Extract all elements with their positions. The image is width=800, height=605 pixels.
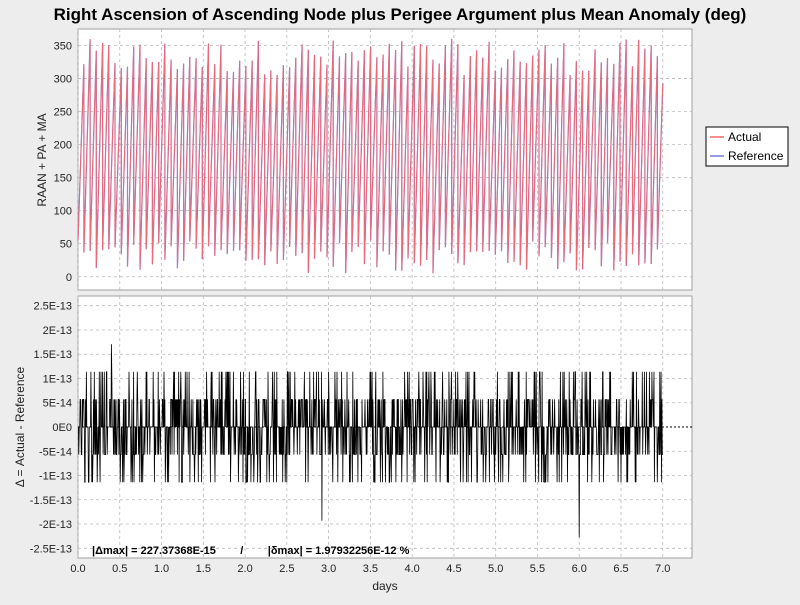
x-tick-label: 6.5 (613, 563, 628, 575)
top-plot-area (77, 28, 693, 291)
x-tick-label: 5.0 (488, 563, 503, 575)
chart-title: Right Ascension of Ascending Node plus P… (54, 5, 747, 24)
legend-box (705, 126, 789, 167)
max-delta-annotation: |Δmax| = 227.37368E-15 / |δmax| = 1.9793… (92, 545, 410, 557)
bottom-y-ticks: -2.5E-13 -2E-13 -1.5E-13 -1E-13 -5E-14 0E0 5E-… (30, 301, 72, 556)
x-tick-label: 2.5 (279, 563, 294, 575)
bottom-y-tick-label: 0E0 (52, 422, 72, 434)
top-y-tick-label: 350 (54, 41, 72, 53)
bottom-y-axis-label: Δ = Actual - Reference (13, 366, 27, 487)
top-series (77, 38, 664, 274)
actual-series-line (77, 38, 664, 274)
bottom-y-tick-label: -2.5E-13 (30, 543, 72, 555)
bottom-y-tick-label: 1.5E-13 (33, 349, 72, 361)
x-tick-label: 0.5 (112, 563, 127, 575)
x-tick-label: 3.5 (363, 563, 378, 575)
bottom-y-tick-label: -2E-13 (39, 519, 72, 531)
bottom-y-tick-label: -1E-13 (39, 471, 72, 483)
x-tick-label: 2.0 (237, 563, 252, 575)
x-tick-label: 5.5 (530, 563, 545, 575)
top-y-ticks: 0 50 100 150 200 250 300 350 (54, 41, 72, 284)
top-y-tick-label: 0 (66, 272, 72, 284)
bottom-y-tick-label: -5E-14 (39, 446, 72, 458)
x-tick-label: 3.0 (321, 563, 336, 575)
top-y-tick-label: 200 (54, 140, 72, 152)
x-tick-label: 4.0 (405, 563, 420, 575)
x-ticks: 0.0 0.5 1.0 1.5 2.0 2.5 3.0 3.5 4.0 4.5 5.0 5.5 6.0 6… (70, 563, 670, 575)
bottom-y-tick-label: -1.5E-13 (30, 495, 72, 507)
x-tick-label: 1.5 (196, 563, 211, 575)
x-axis-label: days (372, 579, 397, 593)
top-y-tick-label: 250 (54, 107, 72, 119)
bottom-series (78, 344, 692, 538)
x-tick-label: 4.5 (446, 563, 461, 575)
bottom-y-tick-label: 2E-13 (43, 325, 72, 337)
bottom-y-tick-label: 5E-14 (43, 398, 72, 410)
legend: Actual Reference (705, 126, 789, 167)
bottom-y-tick-label: 1E-13 (43, 373, 72, 385)
x-tick-label: 7.0 (655, 563, 670, 575)
legend-reference-label: Reference (728, 149, 784, 163)
legend-actual-label: Actual (728, 130, 761, 144)
x-tick-label: 6.0 (572, 563, 587, 575)
top-y-axis-label: RAAN + PA + MA (35, 113, 49, 206)
top-y-tick-label: 50 (60, 239, 72, 251)
top-y-tick-label: 300 (54, 74, 72, 86)
top-y-tick-label: 150 (54, 173, 72, 185)
top-y-tick-label: 100 (54, 206, 72, 218)
x-tick-label: 0.0 (70, 563, 85, 575)
x-tick-label: 1.0 (154, 563, 169, 575)
bottom-y-tick-label: 2.5E-13 (33, 301, 72, 313)
